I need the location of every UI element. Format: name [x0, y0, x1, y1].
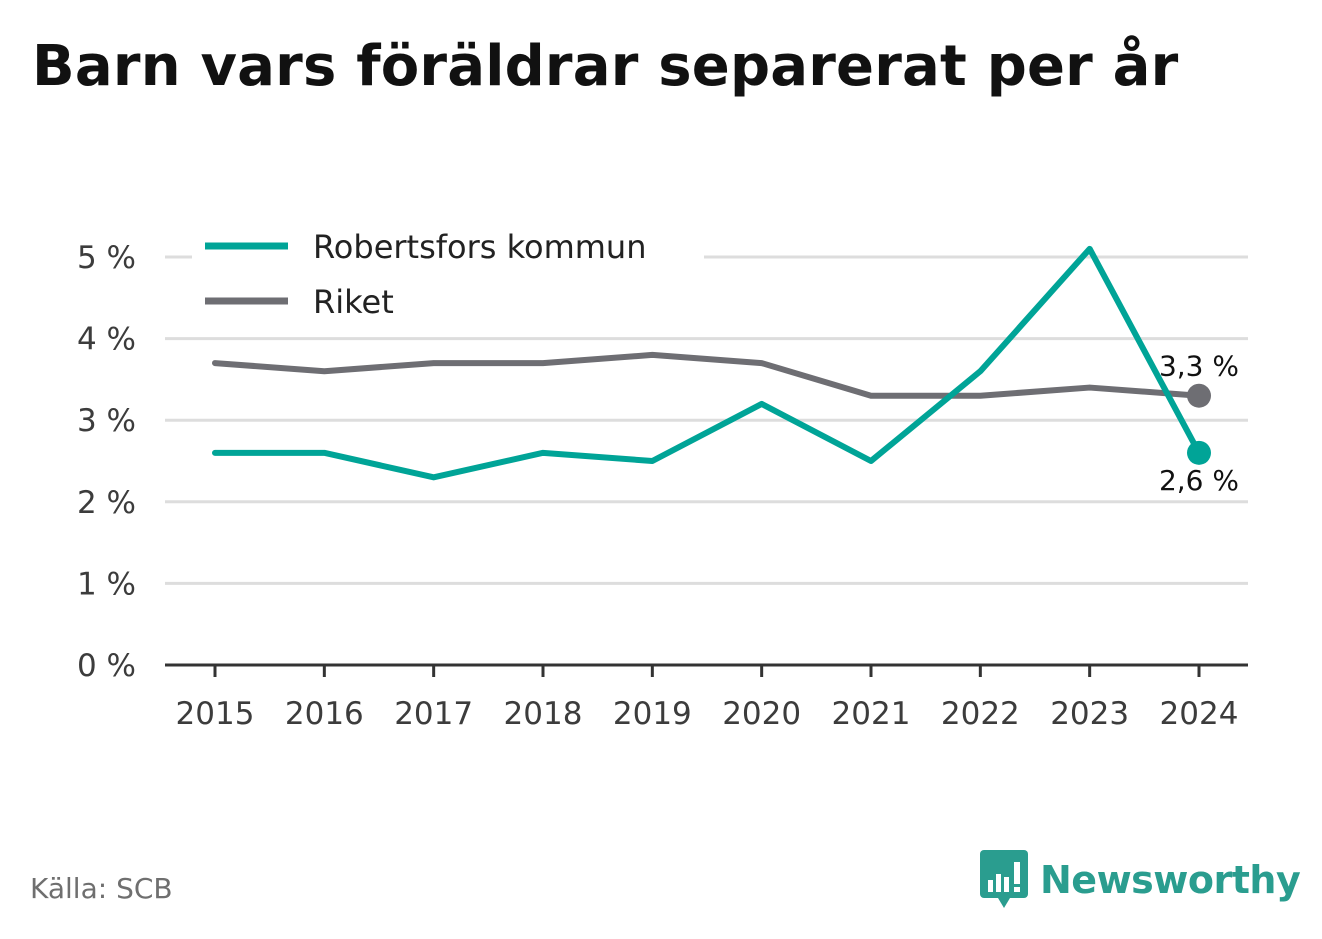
x-tick-label: 2021 — [832, 696, 911, 732]
x-tick-label: 2016 — [285, 696, 364, 732]
end-labels: 3,3 % 2,6 % — [1159, 350, 1239, 497]
source-note: Källa: SCB — [30, 872, 173, 905]
end-point-robertsfors — [1187, 440, 1211, 465]
y-tick-label: 0 % — [77, 648, 136, 684]
legend-label-riket: Riket — [313, 283, 394, 321]
x-tick-label: 2020 — [722, 696, 801, 732]
grid-lines — [165, 255, 1248, 585]
bar-chart-speech-bubble-icon — [980, 850, 1028, 908]
y-tick-label: 2 % — [77, 485, 136, 521]
x-tick-label: 2019 — [613, 696, 692, 732]
x-tick-label: 2023 — [1050, 696, 1129, 732]
legend-label-robertsfors: Robertsfors kommun — [313, 228, 646, 266]
x-tick-label: 2018 — [504, 696, 583, 732]
x-tick-label: 2022 — [941, 696, 1020, 732]
legend-background — [192, 222, 704, 332]
end-point-riket — [1187, 383, 1211, 408]
brand-name: Newsworthy — [1040, 858, 1301, 902]
y-tick-label: 3 % — [77, 403, 136, 439]
x-tick-label: 2015 — [176, 696, 255, 732]
x-tick-label: 2017 — [394, 696, 473, 732]
x-tick-label: 2024 — [1160, 696, 1239, 732]
series-lines — [212, 245, 1211, 481]
brand-logo: Newsworthy — [980, 850, 1301, 910]
y-axis-tick-labels: 0 % 1 % 2 % 3 % 4 % 5 % — [77, 240, 136, 684]
y-tick-label: 5 % — [77, 240, 136, 276]
legend: Robertsfors kommun Riket — [192, 222, 704, 332]
y-tick-label: 1 % — [77, 566, 136, 602]
chart-title: Barn vars föräldrar separerat per år — [32, 34, 1179, 99]
x-axis: 2015 2016 2017 2018 2019 2020 2021 2022 2023 2024 — [165, 663, 1248, 732]
series-line-riket — [212, 351, 1202, 399]
end-label-riket: 3,3 % — [1159, 350, 1239, 383]
series-line-robertsfors — [212, 245, 1202, 481]
y-tick-label: 4 % — [77, 322, 136, 358]
end-label-robertsfors: 2,6 % — [1159, 464, 1239, 497]
